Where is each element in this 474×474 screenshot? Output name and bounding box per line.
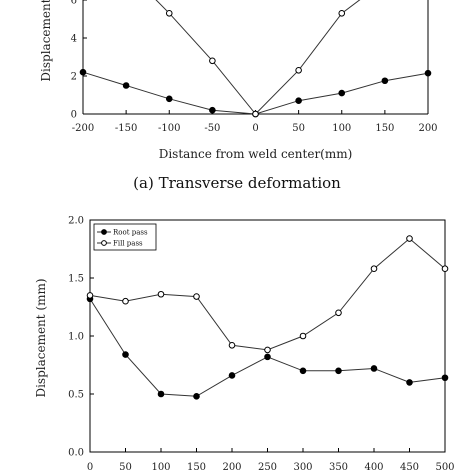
- series-1-point: [424, 69, 432, 77]
- plot-frame: [89, 219, 446, 453]
- series-1-point: [122, 82, 130, 89]
- series-1-point: [338, 89, 346, 97]
- series-1-point: [209, 106, 216, 114]
- plot-area: [79, 0, 432, 118]
- x-tick-label: 0: [252, 123, 258, 134]
- series-1-point: [79, 68, 87, 76]
- x-tick-label: 300: [293, 462, 312, 473]
- x-tick-label: 100: [151, 462, 170, 473]
- legend: Root pass Fill pass: [93, 223, 157, 251]
- x-tick-label: 400: [364, 462, 383, 473]
- x-tick-label: 250: [258, 462, 277, 473]
- series-1-point: [122, 351, 129, 358]
- x-tick-label: 150: [375, 123, 394, 134]
- x-tick-label: 100: [332, 123, 351, 134]
- plot-area: [86, 235, 449, 400]
- series-1-point: [335, 367, 342, 375]
- series-2-point: [252, 110, 259, 118]
- series-1-point: [406, 379, 413, 386]
- x-tick-label: -100: [158, 123, 180, 134]
- displacement-chart: 0.0 0.5 1.0 1.5 2.0 0 50 100 150 200 250 300 350 400 4…: [34, 216, 455, 474]
- y-axis-title: Displacement (mm): [34, 278, 48, 397]
- series-2-point: [165, 10, 173, 17]
- series-2-point: [264, 346, 271, 354]
- series-1-point: [370, 365, 378, 372]
- x-tick-label: 350: [329, 462, 348, 473]
- y-axis-title: Displacement: [39, 0, 53, 82]
- y-tick-label: 0.5: [68, 390, 84, 401]
- series-2-point: [295, 67, 302, 74]
- series-2-point: [209, 57, 216, 65]
- x-tick-label: -50: [204, 123, 220, 134]
- transverse-deformation-chart: 0 2 4 6 -200 -150 -100 -50 0 50 100 150 200 Distance …: [39, 0, 438, 161]
- series-1-point: [381, 77, 389, 85]
- series-2-point: [406, 235, 413, 242]
- y-tick-label: 0.0: [68, 448, 84, 459]
- x-tick-label: -150: [115, 123, 137, 134]
- x-tick-label: -200: [72, 123, 94, 134]
- series-2-point: [193, 293, 200, 300]
- series-2-point: [122, 297, 129, 305]
- x-axis-title: Distance from weld center(mm): [159, 147, 353, 161]
- x-tick-label: 500: [435, 462, 454, 473]
- series-1-point: [295, 97, 302, 104]
- series-line-2: [89, 237, 446, 351]
- series-1-point: [441, 374, 449, 382]
- y-tick-label: 1.0: [68, 332, 84, 343]
- series-2-point: [338, 10, 346, 17]
- series-1-point: [299, 367, 307, 375]
- legend-entry-2: Fill pass: [113, 240, 143, 248]
- series-2-point: [370, 265, 378, 273]
- series-2-point: [441, 265, 449, 273]
- x-tick-label: 150: [187, 462, 206, 473]
- x-tick-label: 50: [119, 462, 132, 473]
- series-2-point: [299, 332, 307, 340]
- series-1-point: [157, 390, 165, 398]
- series-2-point: [157, 290, 165, 298]
- series-2-point: [228, 341, 236, 349]
- series-1-point: [264, 353, 271, 361]
- series-1-point: [228, 372, 236, 379]
- y-tick-label: 2: [71, 72, 77, 83]
- x-tick-label: 200: [418, 123, 437, 134]
- legend-marker-2: [101, 240, 107, 246]
- series-1-point: [193, 393, 200, 400]
- series-2-point: [86, 292, 94, 299]
- x-tick-label: 450: [400, 462, 419, 473]
- y-tick-label: 0: [71, 110, 77, 121]
- chart-caption: (a) Transverse deformation: [133, 174, 341, 192]
- legend-marker-1: [101, 229, 107, 235]
- series-2-point: [335, 309, 342, 317]
- series-1-point: [165, 95, 173, 103]
- x-tick-label: 50: [292, 123, 305, 134]
- y-tick-label: 6: [71, 0, 77, 7]
- x-tick-label: 200: [222, 462, 241, 473]
- y-tick-label: 4: [71, 34, 77, 45]
- legend-entry-1: Root pass: [113, 229, 148, 237]
- y-tick-label: 1.5: [68, 274, 84, 285]
- y-tick-label: 2.0: [68, 216, 84, 227]
- x-tick-label: 0: [87, 462, 93, 473]
- series-line-1: [82, 71, 429, 115]
- series-line-2: [155, 0, 361, 115]
